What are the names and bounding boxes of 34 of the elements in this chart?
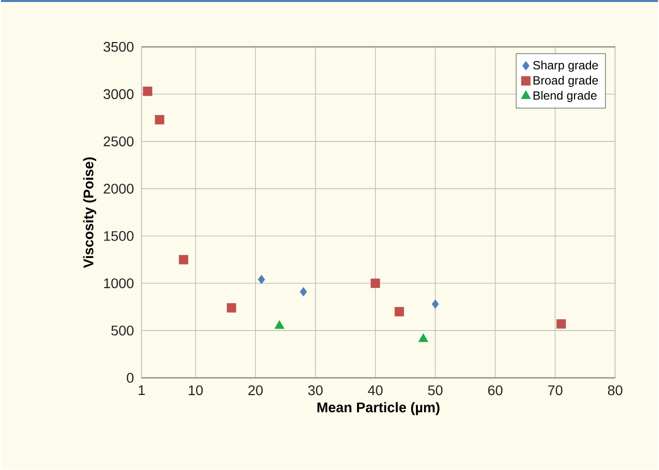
y-tick-label: 2000 xyxy=(104,184,134,194)
x-tick-label: 30 xyxy=(308,386,323,396)
legend-label: Broad grade xyxy=(534,76,598,88)
point xyxy=(370,278,380,288)
point xyxy=(300,287,307,297)
x-tick-label: 20 xyxy=(248,386,263,396)
x-tick-label: 70 xyxy=(548,386,562,396)
y-tick-label: 3500 xyxy=(104,42,134,52)
y-tick-label: 1000 xyxy=(104,278,134,288)
point xyxy=(432,300,439,309)
point xyxy=(178,255,188,265)
point xyxy=(226,303,236,313)
point xyxy=(142,86,152,96)
point xyxy=(394,307,404,317)
x-tick-label: 10 xyxy=(188,386,203,396)
point xyxy=(418,334,428,342)
x-tick-label: 40 xyxy=(368,386,383,396)
point xyxy=(154,115,164,125)
x-axis-title: Mean Particle (µm) xyxy=(317,402,440,416)
y-tick-label: 1500 xyxy=(104,231,134,242)
legend-label: Blend grade xyxy=(534,91,597,102)
y-axis-title: Viscosity (Poise) xyxy=(83,158,96,268)
y-tick-label: 0 xyxy=(126,373,134,384)
x-tick-label: 80 xyxy=(608,386,622,396)
point xyxy=(556,319,566,329)
y-tick-label: 500 xyxy=(111,326,134,336)
x-tick-label: 50 xyxy=(428,386,443,396)
x-tick-label: 60 xyxy=(488,386,502,396)
y-tick-label: 2500 xyxy=(104,136,134,147)
legend-label: Sharp grade xyxy=(533,60,598,72)
point xyxy=(258,275,266,284)
x-tick-label: 1 xyxy=(138,386,145,396)
point xyxy=(274,320,284,329)
y-tick-label: 3000 xyxy=(104,89,134,100)
